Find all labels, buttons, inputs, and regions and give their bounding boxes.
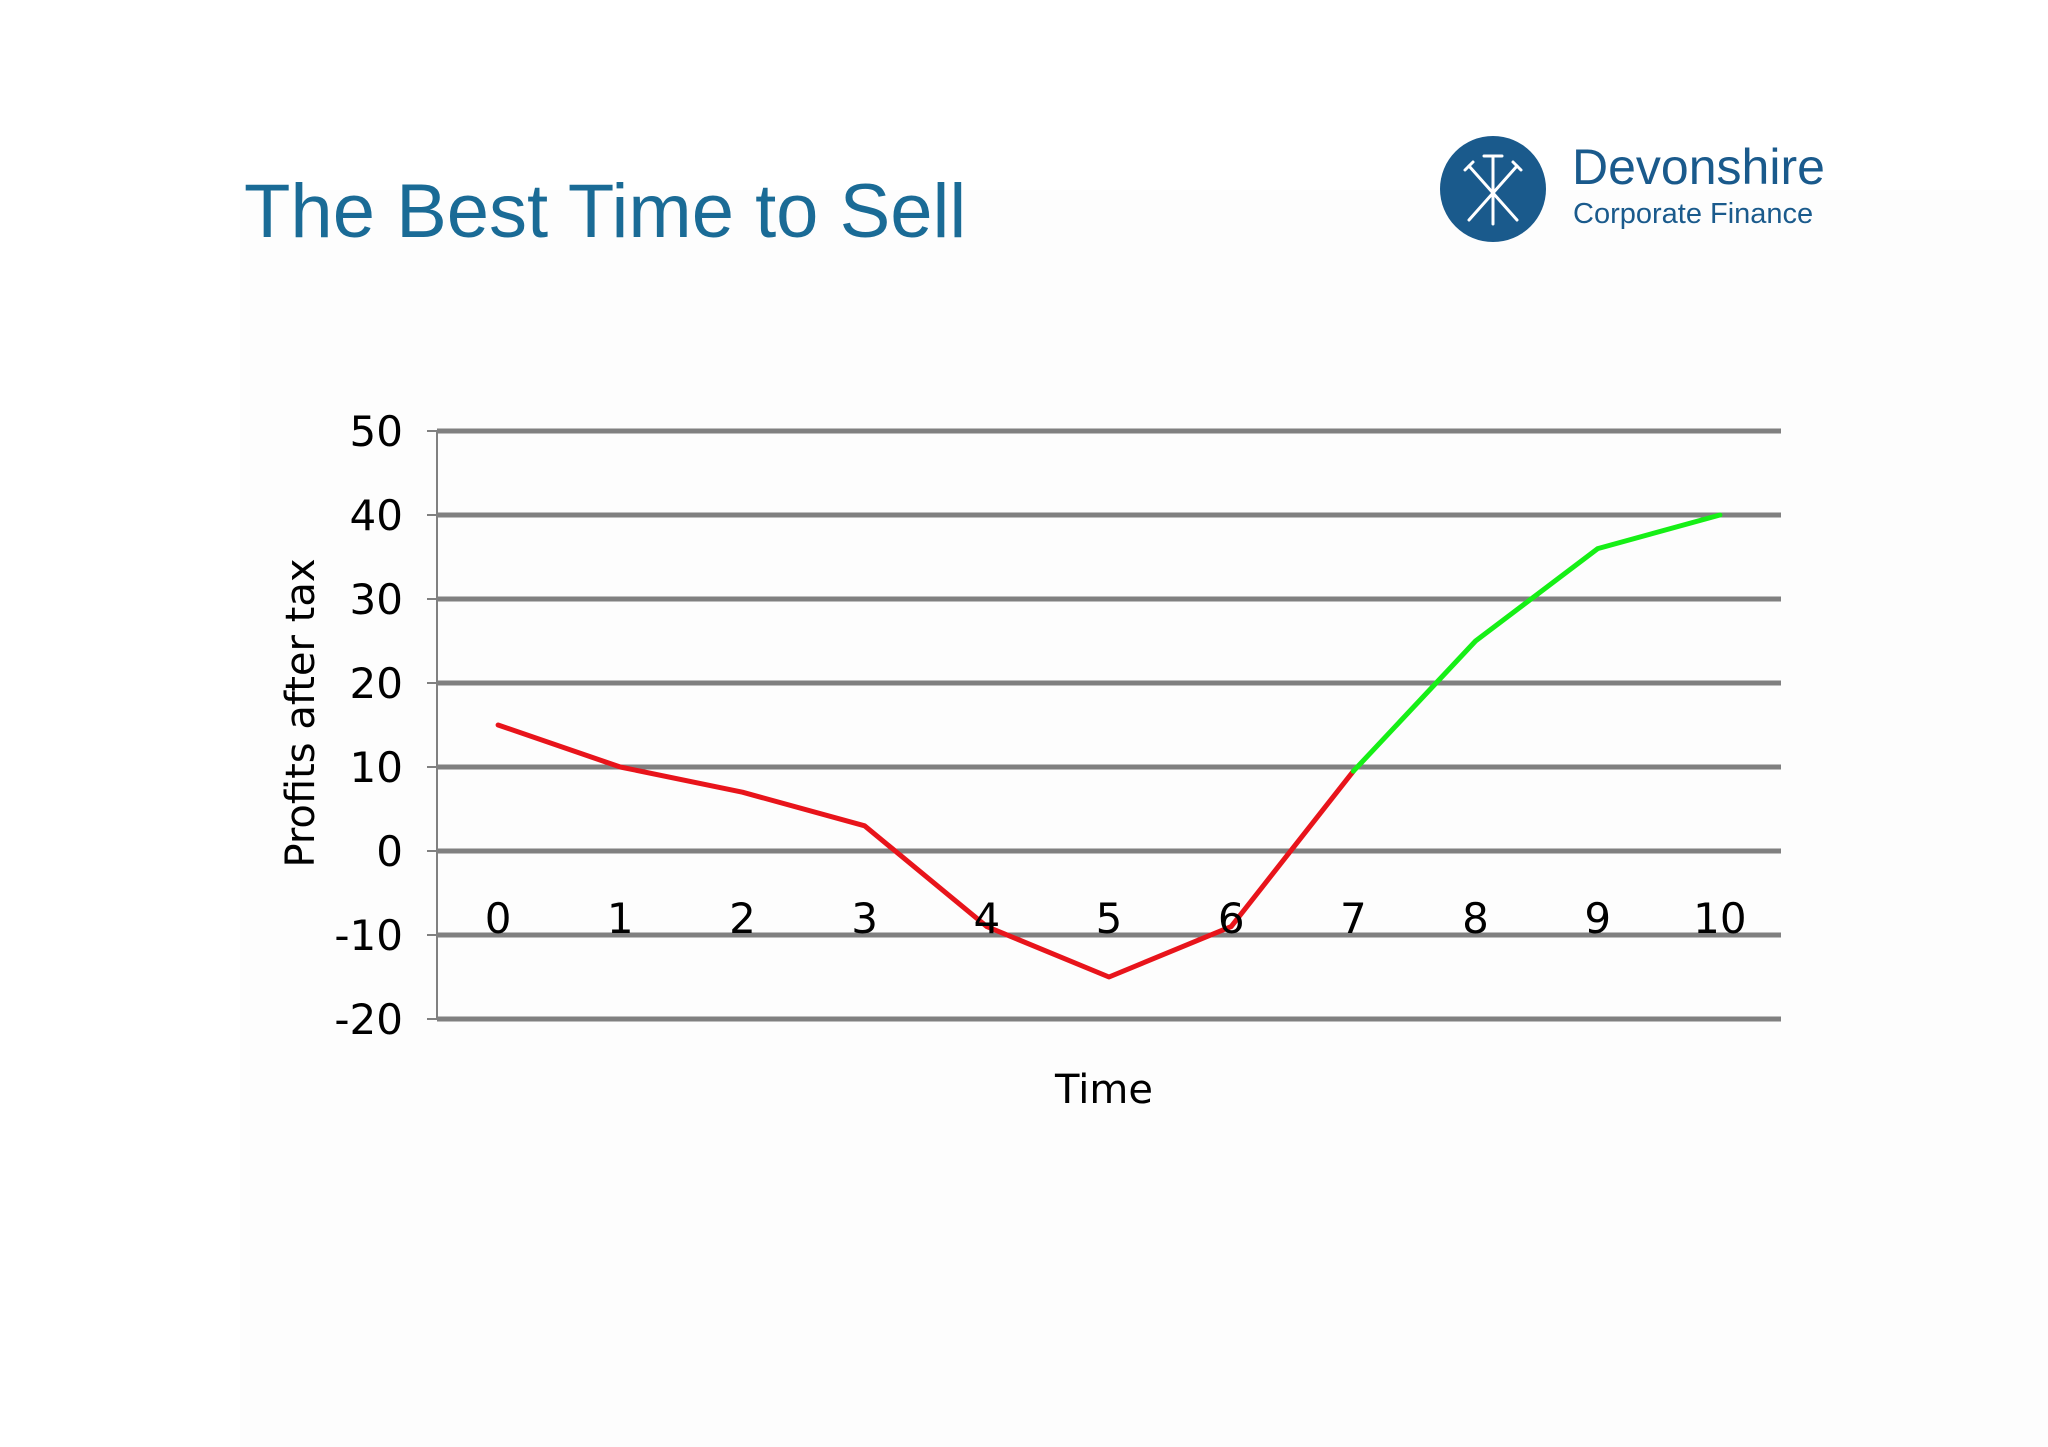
y-tick-label: 40 [350, 491, 403, 540]
slide-title: The Best Time to Sell [244, 169, 967, 254]
x-tick-label: 0 [485, 894, 512, 943]
y-tick-labels: 50 40 30 20 10 0 -10 -20 [334, 407, 403, 1044]
logo-name: Devonshire [1572, 139, 1825, 195]
logo-subtitle: Corporate Finance [1573, 198, 1814, 230]
y-tick-label: 30 [350, 575, 403, 624]
x-tick-label: 1 [607, 894, 634, 943]
series-line-segment [1350, 512, 1723, 774]
x-tick-label: 2 [729, 894, 756, 943]
x-tick-label: 8 [1462, 894, 1489, 943]
y-tick-label: 20 [350, 659, 403, 708]
x-tick-label: 6 [1218, 894, 1245, 943]
y-tick-label: 0 [376, 827, 403, 876]
crossed-nails-icon [1440, 136, 1546, 242]
y-axis-title: Profits after tax [278, 558, 324, 867]
company-logo: Devonshire Corporate Finance [1438, 132, 1838, 252]
y-tick-label: -10 [334, 911, 403, 960]
x-tick-label: 9 [1584, 894, 1611, 943]
y-tick-label: 50 [350, 407, 403, 456]
x-tick-label: 4 [973, 894, 1000, 943]
y-axis [427, 430, 438, 1020]
gridlines [437, 428, 1781, 1022]
x-tick-label: 7 [1340, 894, 1367, 943]
profit-series [495, 512, 1723, 980]
x-tick-label: 10 [1693, 894, 1746, 943]
x-tick-labels: 0 1 2 3 4 5 6 7 8 9 10 [485, 894, 1747, 943]
x-axis-title: Time [1054, 1067, 1153, 1113]
x-tick-label: 3 [851, 894, 878, 943]
series-line-segment [495, 722, 1356, 980]
slide-background [240, 190, 2048, 1447]
y-tick-label: 10 [350, 743, 403, 792]
y-tick-label: -20 [334, 995, 403, 1044]
x-tick-label: 5 [1096, 894, 1123, 943]
